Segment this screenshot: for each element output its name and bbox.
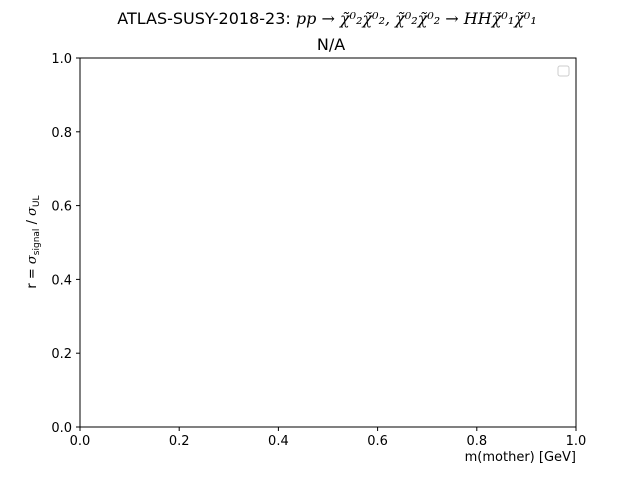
y-tick-label: 0.0 — [51, 421, 72, 436]
x-tick-label: 0.6 — [367, 434, 388, 449]
x-tick-label: 0.2 — [169, 434, 190, 449]
y-axis-label: r = σsignal / σUL — [25, 195, 42, 288]
chart-title-process: pp → χ̃⁰₂χ̃⁰₂, χ̃⁰₂χ̃⁰₂ → HHχ̃⁰₁χ̃⁰₁ — [296, 9, 537, 28]
plot-area — [79, 57, 577, 428]
y-axis-label-sub-1: signal — [32, 229, 42, 256]
y-tick-label: 0.2 — [51, 347, 72, 362]
x-tick-label: 1.0 — [566, 434, 587, 449]
y-axis-label-sep: / — [25, 216, 40, 229]
y-axis-label-sub-2: UL — [32, 195, 42, 207]
y-tick-label: 0.4 — [51, 273, 72, 288]
y-axis: 0.0 0.2 0.4 0.6 0.8 1.0 — [51, 52, 80, 436]
y-tick-label: 0.8 — [51, 126, 72, 141]
chart-title-prefix: ATLAS-SUSY-2018-23: — [117, 9, 296, 28]
y-tick-label: 1.0 — [51, 52, 72, 67]
legend-box — [557, 65, 570, 77]
chart-title: ATLAS-SUSY-2018-23: pp → χ̃⁰₂χ̃⁰₂, χ̃⁰₂χ… — [117, 9, 537, 28]
chart-subtitle: N/A — [317, 35, 345, 54]
x-axis-label: m(mother) [GeV] — [465, 450, 576, 465]
x-tick-label: 0.0 — [70, 434, 91, 449]
y-tick-label: 0.6 — [51, 200, 72, 215]
x-tick-label: 0.4 — [268, 434, 289, 449]
x-tick-label: 0.8 — [466, 434, 487, 449]
y-axis-label-sigma-2: σ — [25, 206, 40, 216]
y-axis-label-lhs: r = — [25, 264, 40, 289]
y-axis-label-sigma-1: σ — [25, 254, 40, 264]
x-axis: 0.0 0.2 0.4 0.6 0.8 1.0 — [70, 427, 587, 449]
